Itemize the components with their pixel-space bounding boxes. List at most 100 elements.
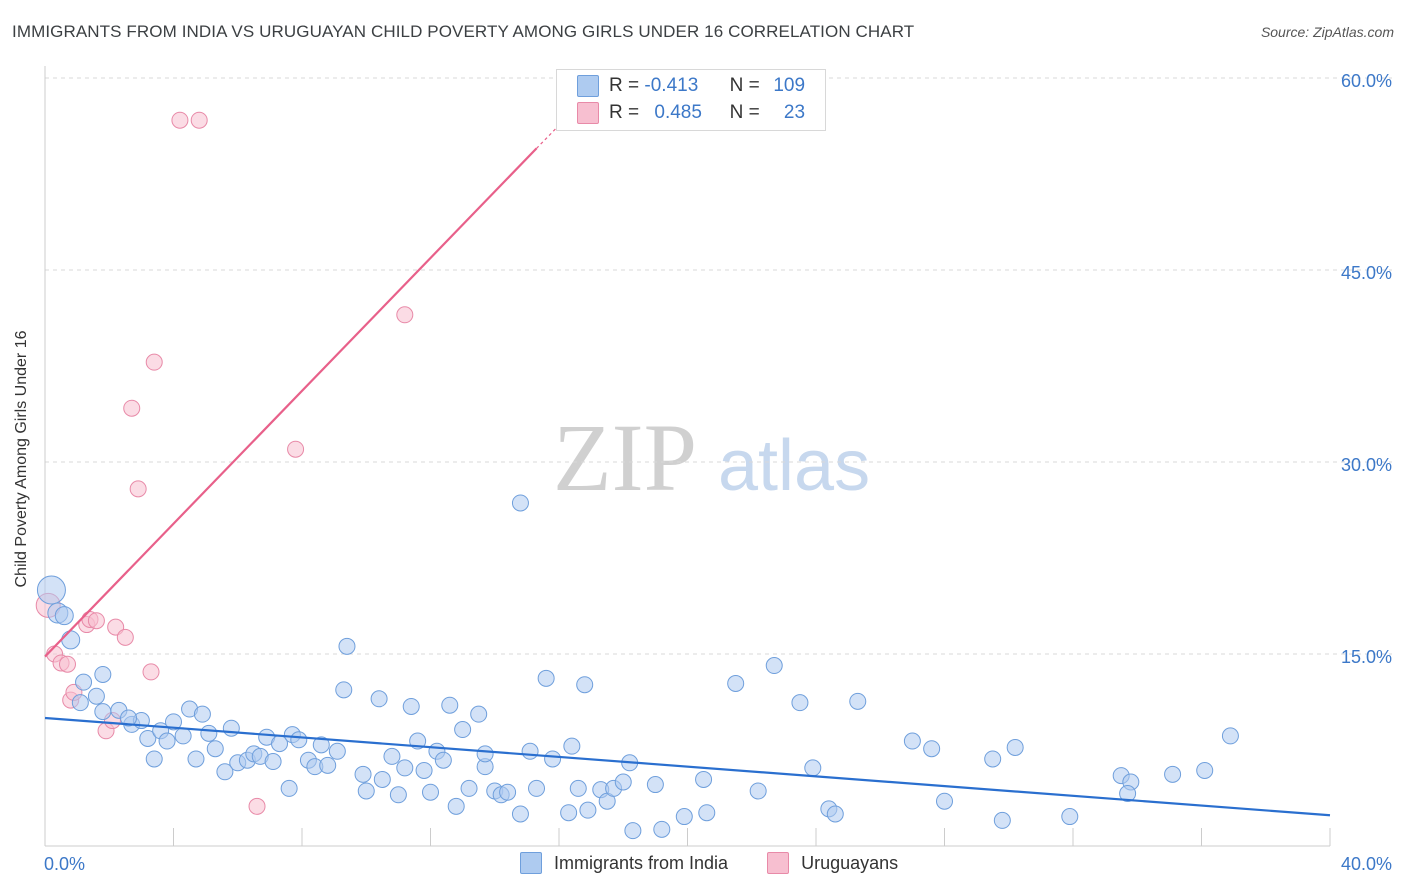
india-point [511, 805, 529, 823]
gridlines [45, 77, 1392, 655]
india-point [264, 753, 282, 771]
india-point [335, 681, 353, 699]
india-point [791, 694, 809, 712]
india-point [165, 713, 182, 731]
india-point [319, 756, 337, 774]
india-point [434, 751, 452, 769]
india-point [579, 801, 597, 819]
india-point [54, 606, 74, 626]
india-point [75, 673, 93, 691]
india-point [328, 742, 346, 760]
india-point [94, 665, 112, 683]
uruguayans-point [116, 628, 134, 646]
x-axis-ticks [44, 828, 1331, 846]
india-point [1061, 808, 1079, 826]
india-point [139, 729, 157, 747]
uruguay-r-label: R = [609, 102, 640, 124]
x-tick-label: 40.0% [1341, 854, 1392, 874]
india-point [576, 676, 594, 694]
india-point [389, 786, 407, 804]
india-point [187, 750, 205, 768]
y-axis-labels: 15.0% 30.0% 45.0% 60.0% [1341, 71, 1392, 667]
india-point [923, 740, 941, 758]
y-tick-label: 45.0% [1341, 263, 1392, 283]
uruguayans-trend-extension [536, 124, 560, 149]
uruguayans-point [58, 655, 76, 673]
india-point [454, 721, 472, 739]
india-point [441, 696, 459, 714]
india-point [94, 703, 112, 721]
correlation-legend: R = -0.413 N = 109 R = 0.485 N = 23 [556, 69, 826, 131]
uruguay-n-label: N = [729, 102, 760, 124]
india-point [1164, 765, 1182, 783]
india-point [499, 783, 517, 801]
india-point [216, 763, 234, 781]
india-point [749, 782, 767, 800]
india-point [1196, 761, 1214, 779]
india-point [312, 736, 330, 754]
india-point [354, 765, 372, 783]
india-point [528, 779, 546, 797]
india-point [624, 822, 642, 840]
india-point [727, 674, 745, 692]
india-point [646, 776, 664, 794]
uruguayans-point [87, 612, 105, 630]
uruguayans-point [123, 399, 141, 417]
india-point [36, 575, 66, 605]
india-point [1006, 738, 1024, 756]
legend-row-uruguay: R = 0.485 N = 23 [577, 102, 805, 126]
india-point [563, 737, 581, 755]
india-point [476, 745, 494, 763]
india-r-label: R = [609, 75, 640, 97]
india-trend-line [44, 716, 1331, 817]
india-point [614, 773, 632, 791]
india-point [936, 792, 953, 810]
india-point [1119, 785, 1137, 803]
india-point [206, 740, 224, 758]
y-axis-title: Child Poverty Among Girls Under 16 [13, 330, 30, 588]
legend-item-uruguay[interactable]: Uruguayans [767, 852, 898, 874]
x-axis-labels: 0.0% 40.0% [44, 854, 1392, 874]
uruguay-legend-swatch [767, 852, 790, 874]
india-point [338, 637, 356, 655]
india-point [158, 732, 176, 750]
india-point [537, 669, 555, 687]
india-point [470, 705, 488, 723]
source-label: Source: ZipAtlas.com [1260, 24, 1394, 40]
india-point [357, 782, 375, 800]
india-points [36, 494, 1239, 840]
chart-title: IMMIGRANTS FROM INDIA VS URUGUAYAN CHILD… [12, 22, 915, 41]
uruguayans-point [248, 797, 266, 815]
uruguayans-point [190, 111, 208, 129]
india-point [675, 808, 693, 826]
y-tick-label: 60.0% [1341, 71, 1392, 91]
india-point [373, 770, 391, 788]
uruguay-r-value: 0.485 [654, 102, 702, 124]
india-point [903, 732, 921, 750]
uruguayans-point [129, 480, 147, 498]
uruguayans-point [171, 111, 189, 129]
india-point [174, 727, 192, 745]
legend-item-india[interactable]: Immigrants from India [520, 852, 728, 874]
india-legend-label: Immigrants from India [554, 852, 729, 873]
india-point [698, 804, 716, 822]
india-point [87, 687, 105, 705]
uruguayans-points [35, 111, 414, 815]
watermark-atlas: atlas [718, 426, 870, 506]
india-point [396, 759, 414, 777]
india-point [222, 719, 240, 737]
india-point [544, 750, 562, 768]
india-point [383, 747, 401, 765]
india-point [653, 820, 671, 838]
legend-row-india: R = -0.413 N = 109 [577, 75, 805, 99]
india-point [804, 759, 822, 777]
y-tick-label: 15.0% [1341, 647, 1392, 667]
india-point [460, 779, 478, 797]
uruguayans-trend-line [44, 147, 538, 658]
uruguay-swatch [577, 102, 599, 124]
india-point [569, 779, 587, 797]
india-point [193, 705, 211, 723]
uruguayans-point [396, 306, 414, 324]
india-point [370, 690, 388, 708]
